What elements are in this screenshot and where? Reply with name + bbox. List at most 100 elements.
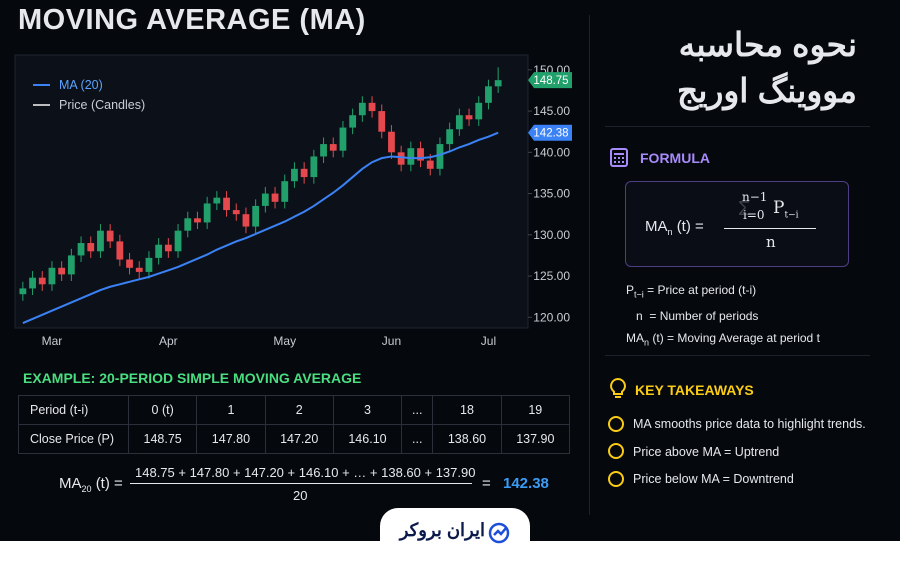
candle-body — [358, 102, 366, 116]
candle-body — [339, 127, 347, 151]
takeaway-text: MA smooths price data to highlight trend… — [633, 417, 866, 431]
def-sub: n — [644, 337, 650, 348]
y-tick-label: 120.00 — [533, 310, 570, 324]
def-sub: t−i — [634, 289, 644, 300]
candle-body — [349, 115, 357, 128]
table-cell: 0 (t) — [127, 395, 198, 425]
divider — [589, 15, 590, 515]
ma-line — [22, 131, 499, 324]
candle-body — [320, 144, 327, 157]
takeaway: Price above MA = Uptrend — [608, 439, 866, 467]
candle-body — [446, 129, 454, 145]
lightbulb-icon — [610, 377, 626, 398]
candle-body — [407, 148, 415, 165]
formula-lhs-sub: n — [667, 227, 673, 237]
candle-body — [494, 80, 502, 87]
candle-body — [184, 218, 192, 231]
formula-heading: FORMULA — [640, 150, 710, 166]
denominator: n — [766, 233, 776, 251]
takeaway-text: Price below MA = Downtrend — [633, 472, 794, 486]
calc-result: 142.38 — [503, 475, 549, 492]
table-cell: 3 — [332, 395, 403, 425]
separator — [605, 126, 870, 127]
definition: Pt−i = Price at period (t-i) — [626, 279, 820, 305]
table-cell: 147.20 — [264, 424, 334, 454]
candle-body — [261, 193, 269, 206]
calc-rest: (t) = — [95, 475, 123, 492]
persian-title-line: مووینگ اوریج — [676, 72, 857, 109]
table-cell: 146.10 — [332, 424, 403, 454]
candle-body — [300, 168, 308, 178]
candle-body — [67, 255, 75, 275]
calc-ma: MA — [59, 475, 82, 492]
calc-denominator: 20 — [293, 488, 308, 503]
candle-body — [19, 288, 27, 295]
y-tick-label: 145.00 — [533, 104, 570, 118]
price-tag — [528, 72, 572, 89]
fraction-bar — [724, 228, 816, 229]
candle-body — [475, 102, 483, 120]
table-cell: 1 — [196, 395, 266, 425]
persian-title: نحوه محاسبه مووینگ اوریج — [677, 22, 857, 114]
legend-label: MA (20) — [59, 78, 103, 92]
candle-body — [417, 148, 424, 161]
persian-title-line: نحوه محاسبه — [678, 26, 857, 63]
term: P — [773, 198, 785, 218]
candle-body — [426, 160, 434, 169]
calc-sub: 20 — [81, 484, 92, 494]
term-sub: t−i — [784, 210, 799, 221]
sum-top: n−1 — [742, 190, 768, 204]
table-cell: 19 — [500, 395, 571, 425]
definitions: Pt−i = Price at period (t-i) n = Number … — [626, 279, 820, 354]
def-text: = Number of periods — [649, 309, 759, 324]
calc-lhs: MA20 (t) = — [59, 475, 123, 494]
sum-sign: Σ — [738, 198, 751, 220]
candle-body — [310, 156, 318, 178]
formula-lhs: MAn (t) = — [645, 218, 704, 237]
def-symbol: MA — [626, 331, 644, 346]
candle-body — [388, 131, 395, 153]
formula-box — [625, 181, 849, 267]
candle-body — [194, 218, 201, 223]
calc-bar — [130, 483, 472, 484]
x-tick-label: Jun — [382, 334, 401, 348]
table-cell: 137.90 — [500, 424, 571, 454]
def-symbol: P — [626, 283, 635, 297]
candle-body — [485, 86, 492, 103]
candle-body — [213, 197, 221, 204]
legend-label: Price (Candles) — [59, 98, 145, 112]
calc-equals: = — [482, 475, 491, 492]
definition: n = Number of periods — [626, 305, 820, 327]
table-row: Close Price (P) 148.75 147.80 147.20 146.10.… — [18, 424, 571, 454]
table-cell: Period (t-i) — [18, 395, 129, 425]
takeaway-text: Price above MA = Uptrend — [633, 444, 780, 459]
definition: MAn (t) = Moving Average at period t — [626, 327, 820, 353]
table-cell: 18 — [432, 395, 502, 425]
y-tick-label: 125.00 — [533, 269, 570, 283]
candle-body — [223, 197, 230, 211]
price-tag-label: 148.75 — [533, 75, 568, 87]
takeaways-list: MA smooths price data to highlight trend… — [608, 411, 866, 494]
table-row: Period (t-i) 0 (t) 1 2 3... 18 19 — [18, 395, 571, 425]
y-tick-label: 135.00 — [533, 187, 570, 201]
formula-lhs-ma: MA — [645, 218, 668, 235]
candle-body — [232, 210, 240, 215]
candle-body — [126, 259, 133, 268]
table-cell: 148.75 — [127, 424, 198, 454]
def-text: = Price at period (t-i) — [647, 283, 757, 297]
candle-body — [329, 144, 337, 151]
y-tick-label: 130.00 — [533, 228, 570, 242]
candle-body — [38, 277, 46, 285]
separator — [605, 355, 870, 356]
candle-body — [145, 257, 153, 272]
candle-body — [291, 168, 298, 182]
def-text: (t) = Moving Average at period t — [652, 331, 820, 346]
candle-body — [48, 267, 56, 285]
table-cell: Close Price (P) — [18, 424, 129, 454]
candle-body — [116, 241, 124, 260]
y-tick-label: 140.00 — [533, 145, 570, 159]
table-cell: 2 — [264, 395, 334, 425]
def-symbol: n — [636, 309, 643, 324]
price-tag-label: 142.38 — [533, 128, 568, 140]
candle-body — [252, 205, 260, 227]
